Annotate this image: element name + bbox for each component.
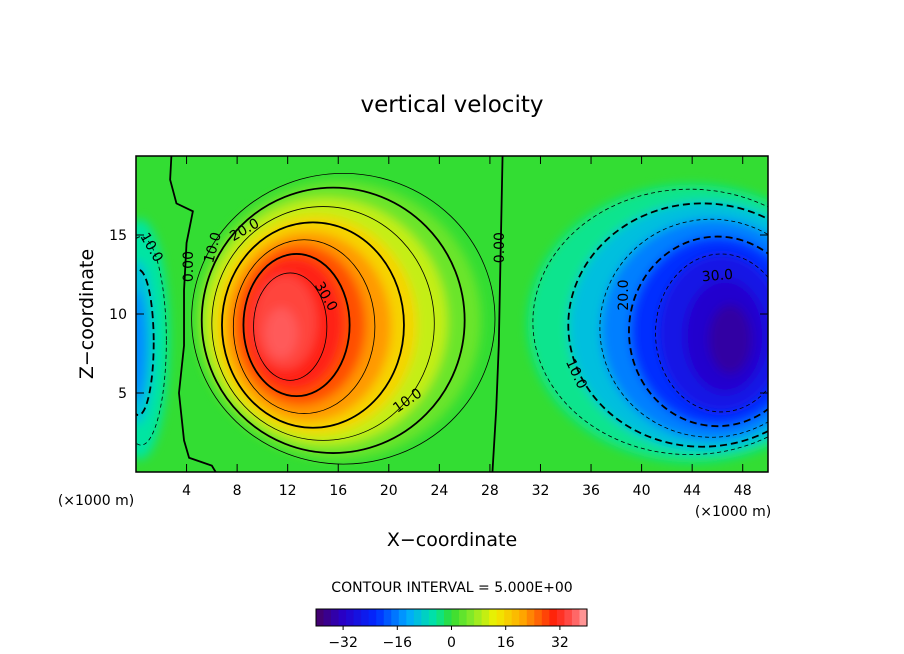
colorbar-cell bbox=[579, 609, 588, 626]
contour-label: 30.0 bbox=[701, 267, 733, 286]
y-tick-label: 15 bbox=[109, 228, 127, 244]
x-tick-label: 32 bbox=[532, 483, 550, 499]
field-layer bbox=[136, 290, 147, 401]
colorbar-cell bbox=[549, 609, 558, 626]
colorbar-cell bbox=[534, 609, 543, 626]
colorbar-cell bbox=[474, 609, 483, 626]
chart-title: vertical velocity bbox=[361, 92, 544, 118]
contour-line bbox=[136, 268, 155, 416]
colorbar-cell bbox=[541, 609, 550, 626]
colorbar-cell bbox=[466, 609, 475, 626]
contour-label: 0.00 bbox=[181, 251, 197, 282]
x-tick-label: 12 bbox=[279, 483, 297, 499]
colorbar-cell bbox=[556, 609, 566, 626]
colorbar-cell bbox=[368, 609, 377, 626]
colorbar-cell bbox=[451, 609, 460, 626]
contour-line bbox=[200, 186, 466, 454]
x-unit-left: (×1000 m) bbox=[58, 493, 134, 509]
contour-line bbox=[655, 253, 768, 413]
colorbar-cell bbox=[338, 609, 347, 626]
x-tick-label: 16 bbox=[329, 483, 347, 499]
colorbar-ticks: −32 −16 0 16 32 bbox=[328, 626, 569, 651]
field-layer bbox=[708, 304, 752, 375]
x-unit-right: (×1000 m) bbox=[695, 504, 771, 520]
colorbar-tick-label: −16 bbox=[383, 635, 413, 651]
colorbar-cell bbox=[323, 609, 332, 626]
contour-line bbox=[242, 253, 351, 398]
colorbar-cell bbox=[316, 609, 325, 626]
y-axis-label: Z−coordinate bbox=[76, 249, 98, 379]
x-axis-ticks: 4 8 12 16 20 24 28 32 36 40 44 48 bbox=[182, 156, 752, 499]
colorbar-cell bbox=[331, 609, 340, 626]
contour-label: 20.0 bbox=[616, 279, 632, 310]
colorbar-cell bbox=[376, 609, 385, 626]
y-tick-label: 10 bbox=[109, 307, 127, 323]
contour-label: 0.00 bbox=[492, 232, 508, 263]
contour-lines bbox=[136, 156, 768, 472]
colorbar-cell bbox=[361, 609, 370, 626]
colorbar-cell bbox=[481, 609, 490, 626]
y-axis-ticks: 5 10 15 bbox=[109, 228, 768, 402]
colorbar-cell bbox=[391, 609, 400, 626]
x-tick-label: 36 bbox=[582, 483, 600, 499]
colorbar-cell bbox=[428, 609, 438, 626]
colorbar-cell bbox=[564, 609, 573, 626]
colorbar-cell bbox=[496, 609, 505, 626]
contour-line bbox=[136, 236, 167, 446]
contour-line bbox=[628, 235, 768, 428]
colorbar-cell bbox=[443, 609, 453, 626]
colorbar: −32 −16 0 16 32 bbox=[315, 608, 588, 651]
colorbar-cell bbox=[383, 609, 392, 626]
colorbar-cell bbox=[398, 609, 407, 626]
colorbar-cells bbox=[316, 609, 588, 626]
x-tick-label: 28 bbox=[481, 483, 499, 499]
colorbar-tick-label: 32 bbox=[551, 635, 569, 651]
colorbar-cell bbox=[436, 609, 445, 626]
colorbar-cell bbox=[353, 609, 362, 626]
x-tick-label: 24 bbox=[430, 483, 448, 499]
contour-line bbox=[191, 172, 496, 465]
x-axis-label: X−coordinate bbox=[387, 529, 517, 551]
contour-line bbox=[532, 188, 768, 455]
x-tick-label: 48 bbox=[734, 483, 752, 499]
colorbar-tick-label: 0 bbox=[447, 635, 456, 651]
contour-line bbox=[599, 218, 768, 438]
colorbar-cell bbox=[489, 609, 498, 626]
colorbar-cell bbox=[511, 609, 520, 626]
colorbar-cell bbox=[413, 609, 422, 626]
contour-label: 10.0 bbox=[201, 231, 225, 265]
x-tick-label: 40 bbox=[633, 483, 651, 499]
colorbar-cell bbox=[406, 609, 415, 626]
x-tick-label: 20 bbox=[380, 483, 398, 499]
contour-line bbox=[253, 272, 328, 381]
contour-line bbox=[567, 202, 768, 448]
colorbar-cell bbox=[504, 609, 513, 626]
zero-contour bbox=[491, 156, 504, 472]
x-tick-label: 44 bbox=[683, 483, 701, 499]
field-fill bbox=[136, 181, 768, 463]
colorbar-cell bbox=[459, 609, 468, 626]
x-tick-label: 8 bbox=[233, 483, 242, 499]
x-tick-label: 4 bbox=[182, 483, 191, 499]
contour-line bbox=[211, 206, 435, 441]
y-tick-label: 5 bbox=[118, 386, 127, 402]
contour-line bbox=[232, 239, 376, 414]
colorbar-cell bbox=[519, 609, 528, 626]
colorbar-cell bbox=[571, 609, 581, 626]
colorbar-tick-label: 16 bbox=[497, 635, 515, 651]
colorbar-cell bbox=[526, 609, 535, 626]
contour-line bbox=[221, 221, 405, 429]
colorbar-cell bbox=[421, 609, 430, 626]
colorbar-tick-label: −32 bbox=[328, 635, 358, 651]
contour-interval: CONTOUR INTERVAL = 5.000E+00 bbox=[331, 580, 572, 596]
field-layer bbox=[264, 307, 298, 359]
zero-contour bbox=[169, 156, 217, 472]
colorbar-cell bbox=[346, 609, 355, 626]
plot-area: 10.00.0010.020.030.010.00.0010.020.030.0… bbox=[109, 155, 769, 499]
